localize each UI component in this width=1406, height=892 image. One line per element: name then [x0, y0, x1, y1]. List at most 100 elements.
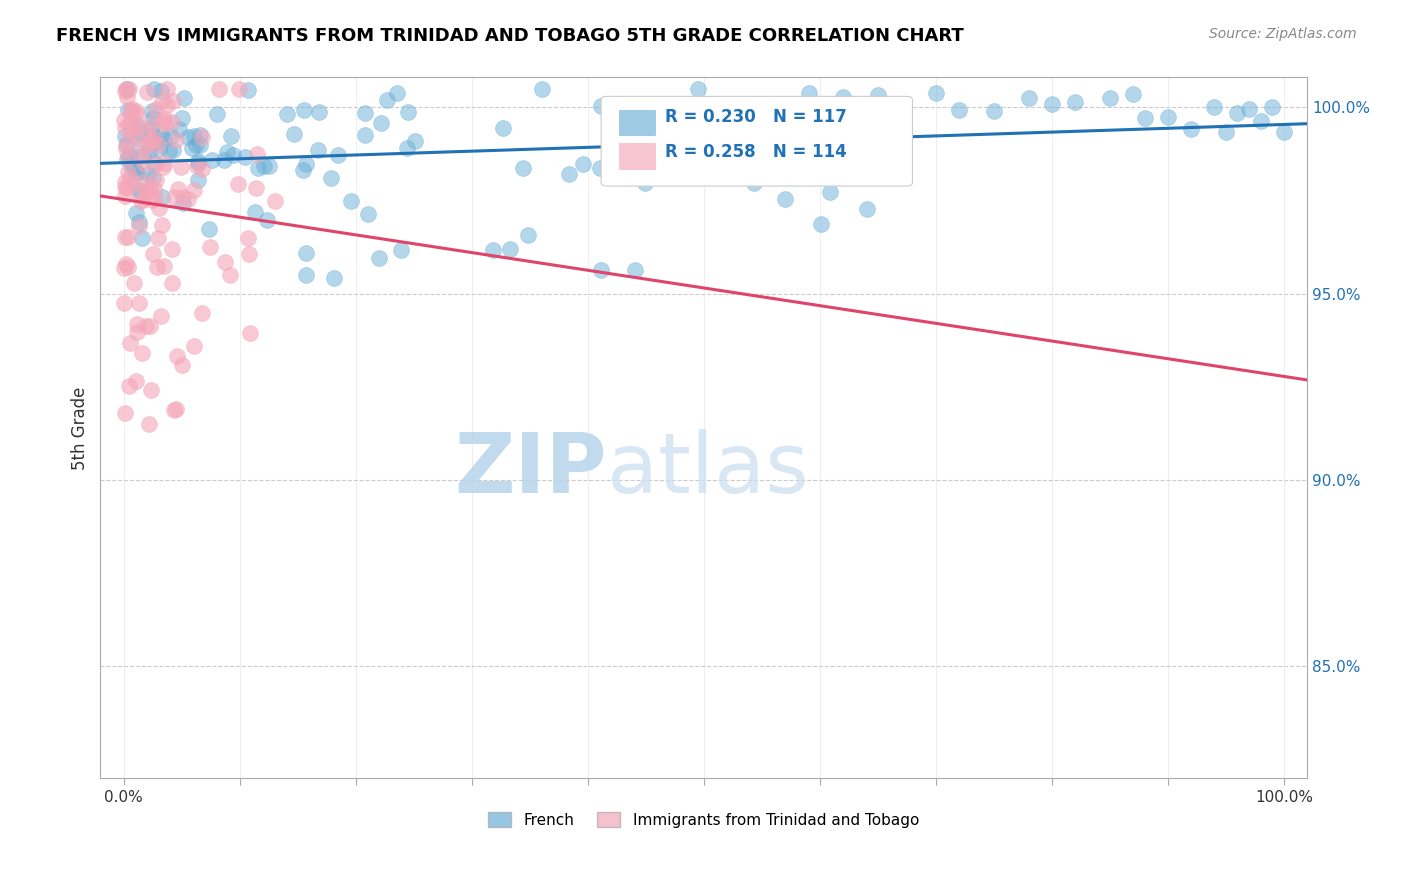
Point	[208, 81, 231, 95]
Point	[163, 402, 186, 417]
Point	[112, 112, 135, 127]
Point	[308, 105, 330, 120]
Point	[134, 192, 156, 206]
Point	[129, 126, 152, 140]
Point	[160, 276, 183, 290]
Point	[120, 171, 142, 186]
Point	[1250, 113, 1272, 128]
Point	[295, 246, 318, 260]
Point	[152, 94, 174, 108]
Point	[150, 218, 173, 232]
Point	[516, 227, 538, 242]
Point	[167, 122, 190, 136]
Point	[117, 81, 139, 95]
Point	[115, 181, 138, 195]
Point	[122, 161, 145, 175]
Point	[128, 215, 150, 229]
Point	[114, 406, 136, 420]
Point	[128, 295, 150, 310]
Point	[292, 103, 315, 117]
FancyBboxPatch shape	[602, 96, 912, 186]
FancyBboxPatch shape	[619, 110, 655, 135]
Point	[131, 194, 153, 208]
Point	[148, 137, 170, 152]
Point	[143, 81, 166, 95]
Point	[114, 179, 136, 194]
Point	[340, 194, 363, 208]
Point	[387, 86, 409, 100]
Point	[114, 175, 136, 189]
Point	[129, 131, 152, 145]
Point	[370, 116, 392, 130]
Point	[404, 134, 426, 148]
Point	[142, 246, 165, 260]
Point	[153, 259, 176, 273]
Point	[186, 138, 208, 153]
Point	[177, 192, 200, 206]
Point	[191, 162, 214, 177]
Text: R = 0.230   N = 117: R = 0.230 N = 117	[665, 109, 846, 127]
Point	[162, 143, 184, 157]
Point	[186, 159, 208, 173]
Point	[135, 183, 157, 197]
Point	[856, 202, 879, 217]
Point	[558, 167, 581, 181]
Point	[214, 255, 236, 269]
Point	[948, 103, 970, 118]
Point	[114, 230, 136, 244]
Point	[117, 81, 139, 95]
Point	[1064, 95, 1087, 109]
Point	[114, 128, 136, 143]
Point	[114, 189, 136, 203]
Point	[531, 81, 554, 95]
Point	[118, 379, 141, 393]
Point	[124, 119, 146, 133]
Point	[245, 181, 267, 195]
Text: ZIP: ZIP	[454, 429, 607, 510]
Point	[121, 160, 143, 174]
Point	[1261, 100, 1284, 114]
Point	[125, 165, 148, 179]
Point	[150, 309, 173, 323]
Point	[591, 262, 613, 277]
Point	[165, 133, 187, 147]
Point	[201, 153, 224, 168]
Point	[1180, 122, 1202, 136]
Point	[226, 177, 249, 191]
Point	[139, 383, 162, 397]
Point	[125, 103, 148, 118]
Point	[492, 120, 515, 135]
Point	[125, 206, 148, 220]
Point	[122, 177, 145, 191]
Point	[148, 201, 170, 215]
Point	[173, 91, 195, 105]
Point	[117, 103, 139, 117]
Point	[141, 121, 163, 136]
Point	[170, 161, 193, 175]
Point	[283, 127, 305, 141]
Point	[120, 122, 142, 136]
Point	[131, 231, 153, 245]
Point	[1272, 125, 1295, 139]
Point	[156, 98, 179, 112]
Point	[163, 189, 186, 203]
Point	[152, 160, 174, 174]
Point	[145, 157, 167, 171]
Point	[127, 326, 149, 340]
Point	[222, 147, 245, 161]
Point	[243, 204, 266, 219]
Point	[131, 150, 153, 164]
Point	[127, 119, 149, 133]
Point	[117, 260, 139, 274]
Point	[118, 117, 141, 131]
Point	[276, 106, 298, 120]
Point	[368, 251, 391, 265]
Point	[1122, 87, 1144, 101]
Point	[219, 129, 242, 144]
Point	[152, 131, 174, 145]
Point	[589, 99, 612, 113]
Point	[159, 128, 181, 143]
Point	[115, 257, 138, 271]
Point	[236, 231, 259, 245]
Point	[1040, 97, 1063, 112]
